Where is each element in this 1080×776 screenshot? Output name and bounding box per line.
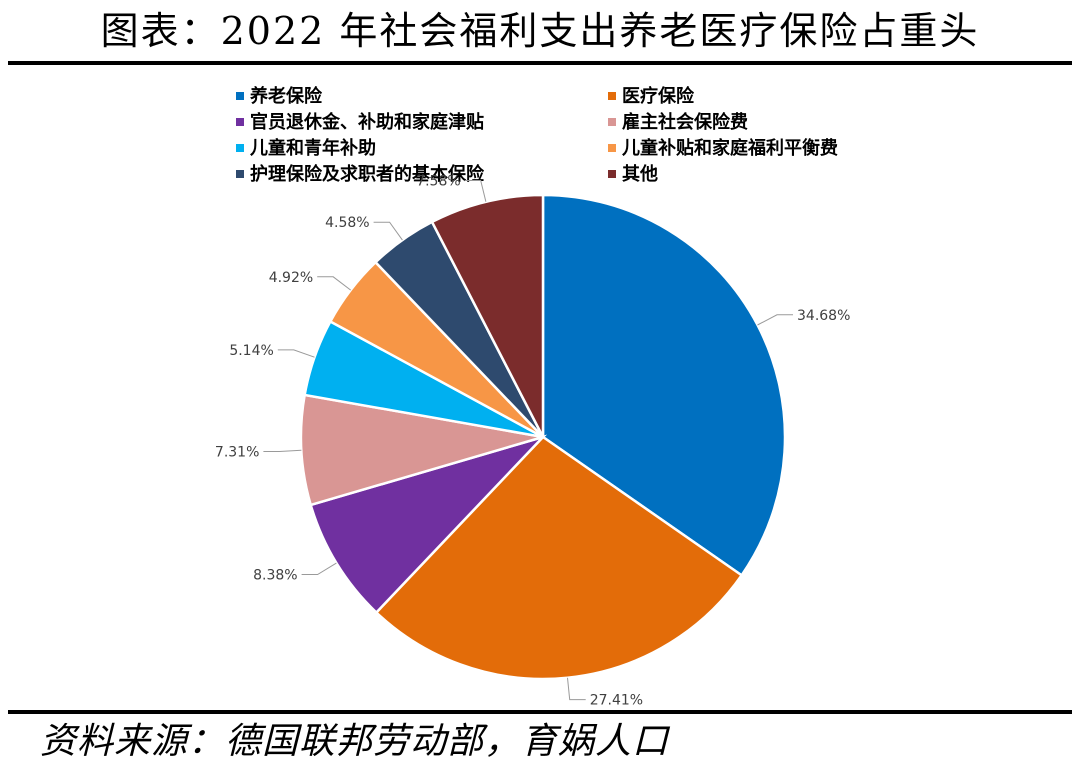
legend-swatch-5 bbox=[608, 144, 616, 152]
leader-line-0 bbox=[757, 314, 793, 326]
leader-line-4 bbox=[277, 349, 315, 358]
data-label-7: 7.58% bbox=[416, 174, 460, 190]
data-label-0: 34.68% bbox=[797, 308, 850, 324]
leader-line-2 bbox=[301, 562, 337, 575]
pie-slice-2 bbox=[309, 434, 548, 615]
pie-slice-3 bbox=[299, 393, 544, 507]
leader-line-1 bbox=[567, 677, 586, 701]
chart-title: 图表：2022 年社会福利支出养老医疗保险占重头 bbox=[100, 9, 980, 53]
pie-slices bbox=[299, 193, 787, 681]
legend-label-4: 儿童和青年补助 bbox=[249, 137, 376, 159]
data-label-2: 8.38% bbox=[253, 568, 297, 584]
legend-label-2: 官员退休金、补助和家庭津贴 bbox=[250, 111, 484, 133]
pie-slice-7 bbox=[430, 193, 545, 438]
legend-swatch-0 bbox=[236, 92, 244, 100]
legend-swatch-4 bbox=[236, 144, 244, 152]
data-label-1: 27.41% bbox=[590, 693, 643, 709]
bottom-divider bbox=[8, 710, 1072, 714]
label-leaders bbox=[263, 180, 793, 701]
pie-slice-1 bbox=[374, 435, 744, 681]
legend-swatch-2 bbox=[236, 118, 244, 126]
data-labels: 34.68% 27.41% 8.38% 7.31% 5.14% 4.92% 4.58% 7.5… bbox=[215, 174, 850, 709]
leader-line-3 bbox=[263, 449, 302, 452]
leader-line-7 bbox=[464, 180, 487, 202]
pie-slice-0 bbox=[541, 193, 787, 578]
data-label-3: 7.31% bbox=[215, 445, 259, 461]
data-label-5: 4.92% bbox=[269, 270, 313, 286]
source-note: 资料来源：德国联邦劳动部，育娲人口 bbox=[40, 721, 670, 762]
legend-label-3: 雇主社会保险费 bbox=[622, 111, 748, 133]
legend-label-0: 养老保险 bbox=[249, 85, 323, 107]
data-label-6: 4.58% bbox=[325, 215, 369, 231]
leader-line-6 bbox=[373, 221, 403, 241]
legend-swatch-6 bbox=[236, 170, 244, 178]
legend-swatch-3 bbox=[608, 118, 616, 126]
legend-swatch-1 bbox=[608, 92, 616, 100]
legend-label-6: 护理保险及求职者的基本保险 bbox=[250, 163, 485, 185]
legend-label-5: 儿童补贴和家庭福利平衡费 bbox=[621, 137, 838, 159]
top-divider bbox=[8, 61, 1072, 65]
data-label-4: 5.14% bbox=[229, 343, 273, 359]
leader-line-5 bbox=[317, 276, 352, 291]
legend-label-7: 其他 bbox=[622, 163, 658, 185]
legend-label-1: 医疗保险 bbox=[622, 85, 695, 107]
legend-swatch-7 bbox=[608, 170, 616, 178]
